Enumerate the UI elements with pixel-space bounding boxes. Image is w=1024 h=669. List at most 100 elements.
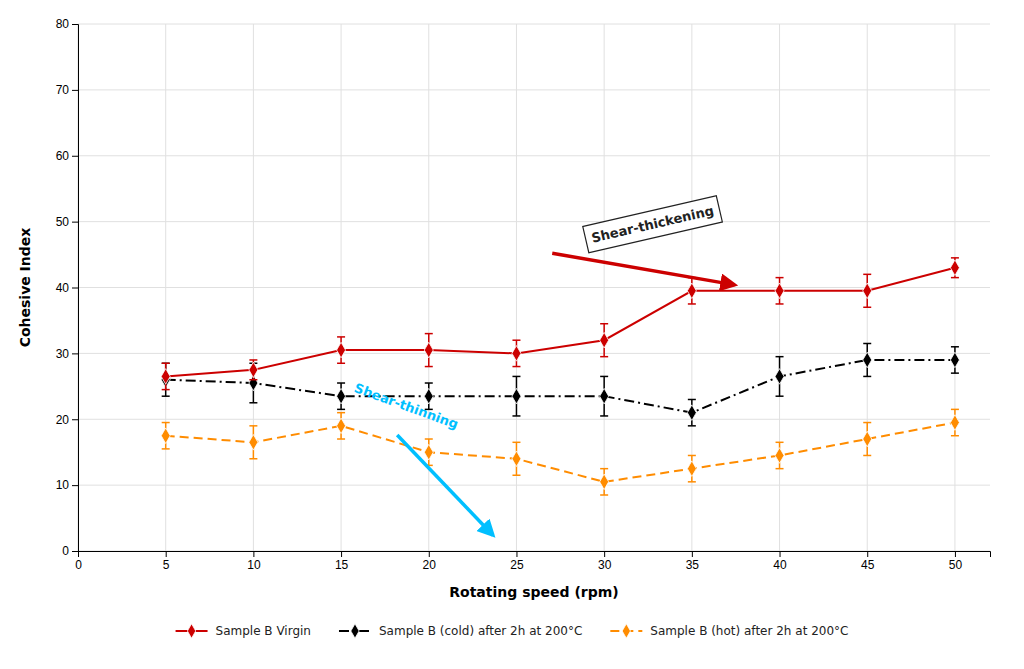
annotation-text: Shear-thickening	[590, 203, 715, 246]
error-bar-cap	[600, 468, 608, 470]
y-tick: 30	[56, 347, 78, 361]
error-bar	[512, 376, 520, 416]
data-point	[337, 388, 346, 404]
grid-line-y	[78, 485, 990, 486]
error-bar	[425, 439, 433, 465]
x-axis-title: Rotating speed (rpm)	[449, 584, 618, 600]
data-point	[249, 362, 258, 378]
x-tick-label: 0	[75, 558, 82, 572]
x-tick-mark	[867, 551, 868, 557]
error-bar	[162, 363, 170, 396]
error-bar	[776, 357, 784, 397]
data-point	[687, 405, 696, 421]
x-tick-label: 30	[598, 558, 612, 572]
error-bar	[688, 455, 696, 481]
error-bar-cap	[776, 303, 784, 305]
error-bar-cap	[863, 376, 871, 378]
annotation: Shear-thickening	[583, 196, 723, 253]
error-bar-cap	[425, 382, 433, 384]
error-bar	[600, 376, 608, 416]
data-point	[337, 342, 346, 358]
legend-item: Sample B (cold) after 2h at 200°C	[339, 624, 582, 638]
grid-line-y	[78, 24, 990, 25]
x-tick-mark	[429, 551, 430, 557]
x-tick: 45	[861, 551, 875, 572]
error-bar-cap	[337, 412, 345, 414]
plot-area: 0510152025303540455001020304050607080She…	[56, 17, 991, 571]
data-point	[512, 451, 521, 467]
error-bar-cap	[249, 402, 257, 404]
x-tick-mark	[516, 551, 517, 557]
error-bar-cap	[688, 455, 696, 457]
error-bar	[863, 274, 871, 307]
error-bar-cap	[863, 422, 871, 424]
legend: Sample B VirginSample B (cold) after 2h …	[176, 624, 849, 638]
error-bar-cap	[863, 343, 871, 345]
data-point	[687, 283, 696, 299]
error-bar	[337, 413, 345, 439]
x-tick: 15	[335, 551, 349, 572]
error-bar-cap	[951, 409, 959, 411]
data-point	[424, 342, 433, 358]
x-tick-mark	[341, 551, 342, 557]
x-tick: 25	[510, 551, 524, 572]
data-point	[337, 418, 346, 434]
x-tick-label: 10	[247, 558, 261, 572]
x-tick: 20	[423, 551, 437, 572]
error-bar-cap	[600, 356, 608, 358]
legend-item: Sample B (hot) after 2h at 200°C	[610, 624, 848, 638]
y-tick-label: 40	[56, 281, 70, 295]
y-tick-mark	[72, 222, 78, 223]
error-bar-cap	[337, 382, 345, 384]
data-point	[424, 444, 433, 460]
error-bar-cap	[776, 277, 784, 279]
error-bar	[688, 278, 696, 304]
error-bar-cap	[425, 333, 433, 335]
error-bar-cap	[249, 425, 257, 427]
error-bar-cap	[688, 303, 696, 305]
x-tick-label: 15	[335, 558, 349, 572]
error-bar	[863, 423, 871, 456]
data-point	[600, 332, 609, 348]
legend-swatch-marker	[187, 624, 195, 638]
data-point	[600, 388, 609, 404]
error-bar-cap	[337, 336, 345, 338]
data-point	[950, 260, 959, 276]
y-tick-mark	[72, 288, 78, 289]
error-bar-cap	[600, 494, 608, 496]
data-point	[424, 388, 433, 404]
data-point	[687, 461, 696, 477]
series-line	[166, 360, 955, 413]
data-point	[863, 431, 872, 447]
y-axis: 01020304050607080	[56, 17, 79, 558]
series-line	[166, 268, 955, 377]
error-bar-cap	[688, 399, 696, 401]
y-tick: 40	[56, 281, 78, 295]
grid-line-y	[78, 221, 990, 222]
series	[161, 258, 959, 390]
error-bar-cap	[863, 307, 871, 309]
error-bar	[249, 426, 257, 459]
x-tick-mark	[692, 551, 693, 557]
y-tick-mark	[72, 24, 78, 25]
data-point	[775, 369, 784, 385]
error-bar	[600, 324, 608, 357]
error-bar	[337, 383, 345, 409]
y-axis-title: Cohesive Index	[17, 228, 33, 348]
error-bar	[425, 334, 433, 367]
error-bar	[863, 343, 871, 376]
annotation-arrow	[397, 435, 493, 535]
error-bar	[337, 337, 345, 363]
error-bar-cap	[951, 435, 959, 437]
grid-line-y	[78, 287, 990, 288]
error-bar-cap	[951, 277, 959, 279]
error-bar-cap	[249, 458, 257, 460]
y-tick: 50	[56, 215, 78, 229]
y-tick: 20	[56, 413, 78, 427]
y-tick: 80	[56, 17, 78, 31]
error-bar-cap	[162, 448, 170, 450]
x-tick-mark	[780, 551, 781, 557]
error-bar	[951, 258, 959, 278]
error-bar-cap	[337, 438, 345, 440]
data-point	[249, 435, 258, 451]
